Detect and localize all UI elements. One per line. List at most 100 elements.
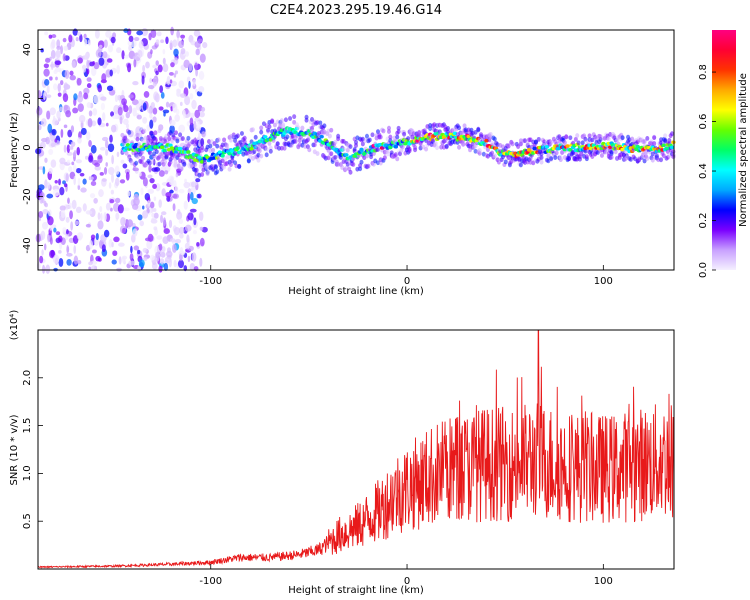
spectrogram-cell bbox=[173, 73, 177, 78]
spectrogram-cell bbox=[82, 203, 87, 212]
spectrogram-cell bbox=[75, 159, 82, 164]
spectrogram-cell bbox=[462, 123, 467, 129]
spectrogram-cell bbox=[168, 130, 173, 135]
spectrogram-cell bbox=[53, 69, 58, 74]
spectrogram-cell bbox=[150, 159, 155, 165]
spectrogram-cell bbox=[272, 122, 277, 128]
spectrogram-cell bbox=[129, 253, 134, 262]
spectrogram-cell bbox=[150, 29, 157, 39]
spectrogram-cell bbox=[88, 261, 93, 266]
spectrogram-cell bbox=[50, 159, 57, 168]
spectrogram-cell bbox=[128, 44, 133, 52]
spectrogram-cell bbox=[60, 209, 66, 219]
spectrogram-cell bbox=[38, 184, 45, 191]
spectrogram-cell bbox=[73, 175, 76, 186]
spectrogram-cell bbox=[44, 79, 50, 86]
spectrogram-cell bbox=[259, 129, 264, 135]
spectrogram-cell bbox=[196, 120, 200, 131]
spectrogram-cell bbox=[395, 156, 400, 162]
spectrogram-cell bbox=[645, 156, 650, 161]
spectrogram-cell bbox=[136, 114, 142, 120]
spectrogram-cell bbox=[246, 158, 251, 163]
spectrogram-cell bbox=[170, 26, 174, 36]
spectrogram-cell bbox=[367, 137, 372, 143]
spectrogram-cell bbox=[100, 96, 107, 101]
spectrogram-cell bbox=[189, 93, 194, 100]
spectrogram-cell bbox=[62, 180, 66, 185]
spectrogram-cell bbox=[158, 243, 163, 251]
spectrogram-cell bbox=[132, 167, 139, 172]
spectrogram-cell bbox=[142, 205, 145, 210]
spectrogram-cell bbox=[177, 259, 185, 269]
spectrogram-cell bbox=[47, 234, 50, 243]
spectrogram-cell bbox=[488, 131, 493, 137]
spectrogram-cell bbox=[165, 83, 172, 88]
spectrogram-cell bbox=[84, 52, 89, 61]
spectrogram-cell bbox=[120, 217, 126, 226]
spectrogram-cell bbox=[558, 155, 563, 160]
spectrogram-cell bbox=[69, 210, 73, 220]
spectrogram-cell bbox=[105, 122, 109, 127]
spectrogram-cell bbox=[48, 148, 54, 155]
spectrogram-cell bbox=[568, 135, 573, 141]
spectrogram-cell bbox=[485, 147, 490, 153]
spectrogram-cell bbox=[200, 138, 205, 147]
spectrogram-cell bbox=[299, 134, 304, 140]
spectrogram-cell bbox=[172, 243, 177, 253]
spectrogram-cell bbox=[428, 126, 433, 132]
spectrogram-cell bbox=[135, 136, 140, 142]
spectrogram-cell bbox=[642, 158, 647, 164]
spectrogram-cell bbox=[670, 131, 675, 137]
spectrogram-cell bbox=[157, 154, 162, 160]
spectrogram-cell bbox=[123, 54, 129, 59]
spectrogram-cell bbox=[109, 198, 115, 204]
spectrogram-cell bbox=[79, 172, 85, 177]
spectrogram-cell bbox=[100, 212, 103, 222]
spectrogram-cell bbox=[70, 141, 76, 148]
spectrogram-cell bbox=[107, 143, 115, 153]
spectrogram-cell bbox=[516, 144, 521, 149]
spectrogram-cell bbox=[87, 118, 93, 128]
spectrogram-cell bbox=[93, 175, 97, 181]
spectrogram-cell bbox=[94, 29, 100, 39]
spectrogram-cell bbox=[194, 167, 199, 173]
spectrogram-cell bbox=[186, 135, 191, 141]
spectrogram-cell bbox=[142, 64, 146, 73]
spectrogram-cell bbox=[354, 139, 358, 145]
spectrogram-cell bbox=[292, 119, 297, 125]
spectrogram-cell bbox=[63, 45, 69, 51]
spectrogram-cell bbox=[307, 147, 312, 153]
spectrogram-cell bbox=[103, 167, 108, 175]
spectrogram-cell bbox=[179, 101, 183, 107]
spectrogram-cell bbox=[661, 153, 666, 159]
spectrogram-cell bbox=[259, 153, 264, 159]
spectrogram-cell bbox=[127, 130, 132, 135]
x-tick-label: -100 bbox=[199, 576, 222, 587]
spectrogram-cell bbox=[161, 211, 167, 216]
spectrogram-cell bbox=[59, 205, 66, 211]
spectrogram-cell bbox=[202, 41, 208, 49]
y-tick-label: -20 bbox=[22, 188, 33, 204]
spectrogram-cell bbox=[652, 135, 657, 141]
spectrogram-cell bbox=[93, 95, 100, 104]
spectrogram-cell bbox=[127, 63, 132, 73]
spectrogram-cell bbox=[584, 154, 589, 160]
spectrogram-cell bbox=[86, 77, 92, 82]
spectrogram-cell bbox=[160, 92, 165, 99]
spectrogram-cell bbox=[101, 73, 107, 83]
spectrogram-cell bbox=[107, 44, 114, 53]
spectrogram-cell bbox=[174, 114, 180, 122]
spectrogram-cell bbox=[53, 227, 57, 233]
spectrogram-cell bbox=[566, 156, 571, 162]
spectrogram-cell bbox=[172, 193, 179, 200]
spectrogram-cell bbox=[91, 249, 97, 254]
spectrogram-cell bbox=[175, 138, 180, 144]
spectrogram-cell bbox=[417, 129, 422, 135]
spectrogram-cell bbox=[235, 133, 240, 139]
spectrogram-cell bbox=[182, 109, 186, 119]
spectrogram-cell bbox=[143, 256, 148, 262]
spectrogram-cell bbox=[395, 134, 400, 140]
spectrogram-cell bbox=[156, 235, 163, 240]
spectrogram-cell bbox=[105, 148, 109, 156]
spectrogram-cell bbox=[227, 166, 232, 172]
